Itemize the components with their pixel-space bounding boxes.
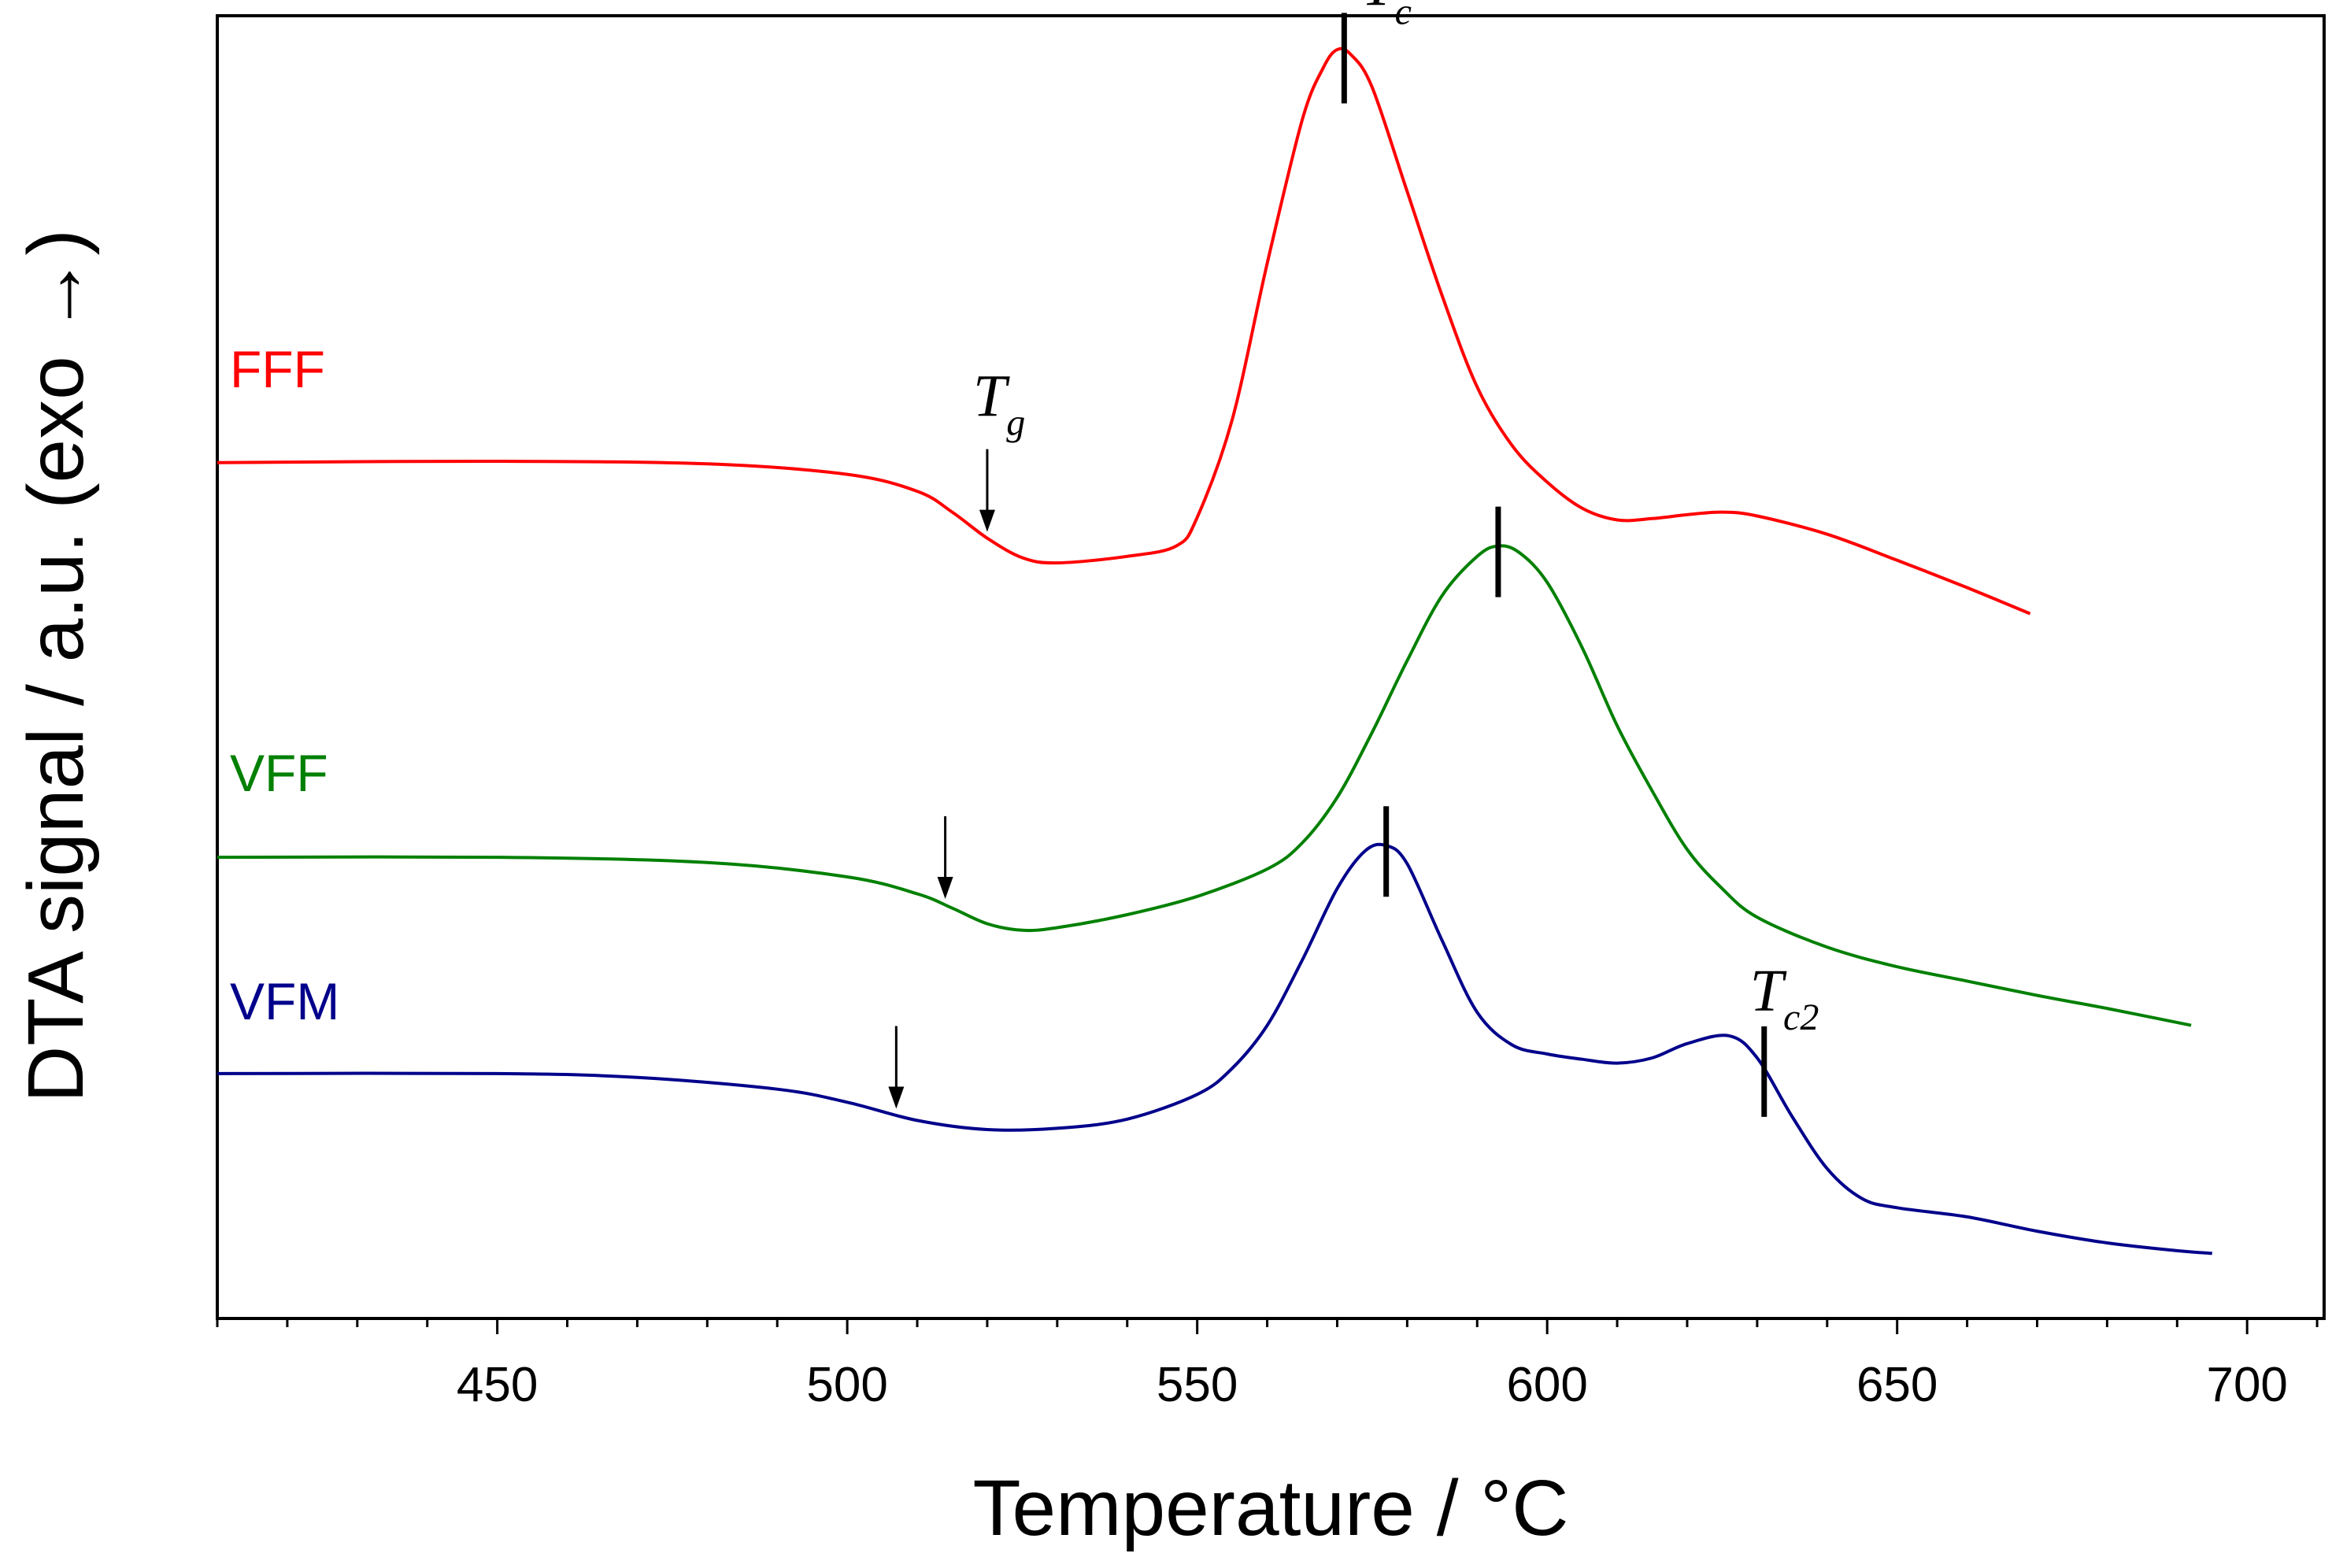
series-label-group: FFF VFF VFM — [230, 340, 339, 1030]
x-tick-label: 550 — [1157, 1358, 1238, 1412]
series-line-vfm — [217, 842, 2212, 1256]
series-line-fff — [217, 46, 2031, 616]
tc-annotation-subscript: c — [1395, 0, 1412, 32]
tc2-annotation-subscript: c2 — [1783, 997, 1819, 1038]
tg-arrow-head-vfm — [888, 1086, 905, 1109]
tc2-annotation: Tc2 — [1750, 958, 1819, 1038]
y-axis-title: DTA signal / a.u. (exo →) — [12, 229, 100, 1103]
tg-arrow-head-fff — [979, 509, 995, 532]
series-label-fff: FFF — [230, 340, 325, 398]
plot-frame — [216, 14, 2326, 1320]
x-tick-label: 500 — [806, 1358, 887, 1412]
series-group — [217, 46, 2212, 1256]
x-axis-tick-labels: 450 500 550 600 650 700 — [457, 1358, 2288, 1412]
series-line-vff — [217, 544, 2192, 1027]
x-tick-label: 600 — [1506, 1358, 1587, 1412]
series-label-vfm: VFM — [230, 972, 339, 1030]
x-axis-ticks — [216, 1318, 2319, 1334]
tc-annotation: Tc — [1361, 0, 1412, 32]
series-label-vff: VFF — [230, 744, 328, 802]
tg-annotation-subscript: g — [1006, 402, 1025, 444]
x-tick-label: 700 — [2206, 1358, 2287, 1412]
x-tick-label: 450 — [457, 1358, 538, 1412]
tg-annotation: Tg — [973, 364, 1025, 444]
tg-arrow-head-vff — [937, 877, 953, 900]
x-tick-label: 650 — [1856, 1358, 1938, 1412]
x-axis-title: Temperature / °C — [973, 1464, 1569, 1552]
